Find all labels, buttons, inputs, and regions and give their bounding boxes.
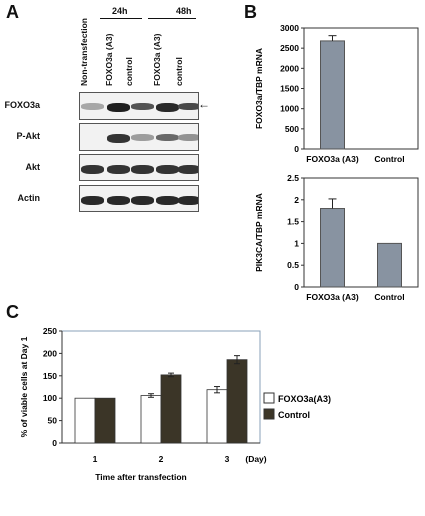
blot-band — [156, 103, 179, 112]
x-tick-label: FOXO3a (A3) — [306, 292, 359, 302]
viability-chart: 0 50 100 150 200 250 % of viable cells at Day … — [19, 326, 331, 482]
panel-b-label: B — [244, 2, 257, 22]
y-tick-label: 0 — [294, 144, 299, 154]
y-axis-label: FOXO3a/TBP mRNA — [254, 48, 264, 129]
x-tick-label: 3 — [225, 454, 230, 464]
x-tick-label: Control — [374, 292, 404, 302]
blot-strip — [79, 185, 199, 212]
blot-band — [178, 134, 198, 141]
foxo3a-mrna-chart: 0 500 1000 1500 2000 2500 3000 FOXO3a/TBP mRNA F… — [254, 23, 419, 164]
blot-band — [156, 164, 179, 174]
blot-band — [131, 103, 154, 110]
y-tick-label: 0 — [294, 282, 299, 292]
y-tick-label: 0.5 — [287, 260, 299, 270]
lane-label: FOXO3a (A3) — [152, 33, 162, 86]
bar — [206, 389, 228, 444]
x-tick-label: 2 — [159, 454, 164, 464]
legend-label: FOXO3a(A3) — [278, 394, 331, 404]
blot-strip — [79, 92, 199, 120]
lane-label: FOXO3a (A3) — [104, 33, 114, 86]
blot-band — [81, 103, 104, 110]
blot-band — [81, 164, 104, 174]
blot-band — [131, 164, 154, 174]
y-tick-label: 1.5 — [287, 217, 299, 227]
y-axis-label: PIK3CA/TBP mRNA — [254, 193, 264, 272]
bar — [320, 208, 345, 288]
blot-band — [178, 164, 198, 174]
blot-band — [107, 164, 130, 174]
timepoint-48h-bracket — [148, 18, 196, 19]
blot-band — [131, 134, 154, 141]
blot-band — [131, 195, 154, 205]
y-tick-label: 50 — [48, 416, 58, 426]
bar — [226, 359, 248, 444]
y-tick-label: 1 — [294, 238, 299, 248]
panel-c-label: C — [6, 302, 19, 322]
y-tick-label: 3000 — [280, 23, 299, 33]
timepoint-48h: 48h — [176, 6, 192, 16]
x-unit-label: (Day) — [245, 454, 266, 464]
blot-strip — [79, 123, 199, 151]
legend-label: Control — [278, 410, 310, 420]
lane-label: control — [124, 57, 134, 86]
blot-label: P-Akt — [16, 131, 40, 141]
blot-band — [107, 103, 130, 112]
blot-band — [156, 134, 179, 141]
y-tick-label: 2000 — [280, 63, 299, 73]
y-tick-label: 500 — [285, 124, 299, 134]
x-tick-label: 1 — [93, 454, 98, 464]
plot-frame — [303, 177, 419, 288]
blot-strip — [79, 154, 199, 181]
legend-swatch — [263, 392, 275, 404]
blot-label: Akt — [25, 161, 40, 172]
timepoint-24h: 24h — [112, 6, 128, 16]
panel-a-label: A — [6, 2, 19, 22]
blot-label: Actin — [17, 192, 41, 203]
pik3ca-mrna-chart: 0 0.5 1 1.5 2 2.5 PIK3CA/TBP mRNA FOXO3a (A3) Co… — [254, 173, 419, 302]
blot-band — [156, 195, 179, 205]
y-axis-label: % of viable cells at Day 1 — [19, 336, 29, 437]
blot-label: FOXO3a — [4, 100, 40, 110]
y-tick-label: 1500 — [280, 84, 299, 94]
blot-band — [178, 103, 198, 110]
bar — [74, 397, 96, 444]
y-tick-label: 250 — [43, 326, 57, 336]
y-tick-label: 150 — [43, 371, 57, 381]
bar — [320, 40, 345, 150]
bar — [377, 242, 402, 288]
y-tick-label: 2 — [294, 195, 299, 205]
legend-swatch — [263, 408, 275, 420]
blot-band — [107, 195, 130, 205]
lane-label: Non-transfection — [79, 18, 89, 86]
y-tick-label: 2.5 — [287, 173, 299, 183]
x-axis-label: Time after transfection — [95, 472, 186, 482]
y-tick-label: 2500 — [280, 43, 299, 53]
bar — [160, 374, 182, 444]
bar — [140, 395, 162, 444]
timepoint-24h-bracket — [100, 18, 142, 19]
x-tick-label: FOXO3a (A3) — [306, 154, 359, 164]
blot-band — [81, 195, 104, 205]
arrow-icon: ← — [198, 97, 210, 111]
blot-band — [178, 195, 198, 205]
y-tick-label: 200 — [43, 348, 57, 358]
bar — [94, 397, 116, 444]
lane-label: control — [174, 57, 184, 86]
y-tick-label: 0 — [52, 438, 57, 448]
blot-band — [107, 134, 130, 143]
y-tick-label: 1000 — [280, 104, 299, 114]
western-blot-panel: 24h 48h Non-transfection FOXO3a (A3) con… — [0, 0, 240, 225]
y-tick-label: 100 — [43, 393, 57, 403]
x-tick-label: Control — [374, 154, 404, 164]
